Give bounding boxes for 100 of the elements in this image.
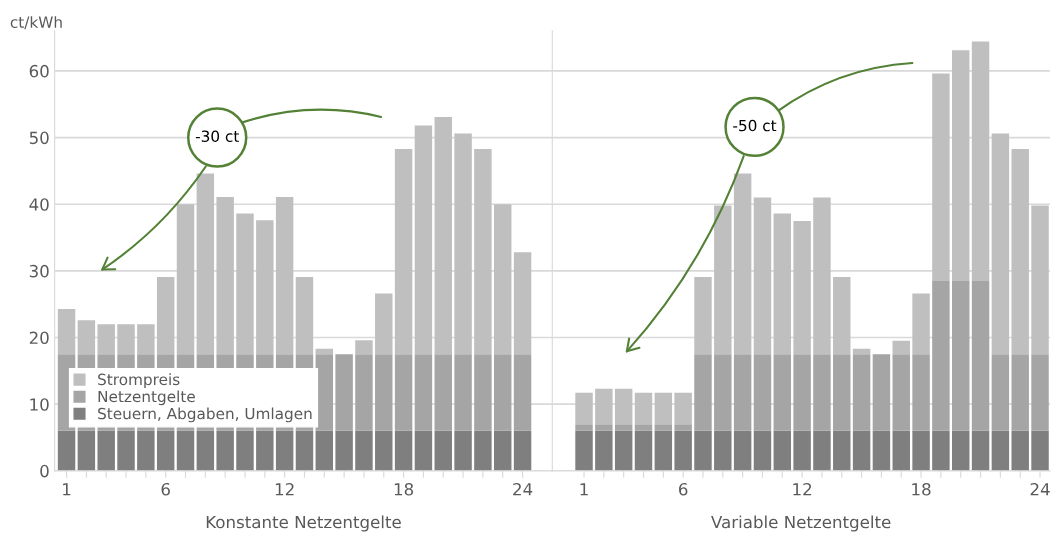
bar <box>295 430 314 471</box>
bar <box>892 430 910 471</box>
bar <box>872 430 891 471</box>
bar <box>156 430 175 471</box>
bar <box>394 148 413 355</box>
bar <box>971 430 990 471</box>
x-tick-label: 12 <box>793 482 812 496</box>
bar <box>991 430 1010 471</box>
bar <box>474 148 492 355</box>
bar <box>137 324 155 355</box>
bar <box>196 430 215 471</box>
bar <box>634 392 653 425</box>
bar <box>335 354 353 431</box>
bar <box>375 354 393 431</box>
bar <box>614 424 633 431</box>
legend-label: Steuern, Abgaben, Umlagen <box>98 407 312 423</box>
x-tick-label: 24 <box>513 482 533 496</box>
bar <box>852 348 871 355</box>
bar <box>753 430 772 471</box>
bar <box>773 354 792 431</box>
bar <box>932 73 950 281</box>
legend-label: Netzentgelte <box>98 390 195 406</box>
bar <box>654 430 673 471</box>
y-tick-label: 40 <box>29 198 49 211</box>
bar <box>117 430 135 471</box>
bar <box>753 197 772 355</box>
bar <box>674 424 692 431</box>
bar <box>454 354 472 431</box>
bar <box>275 430 294 471</box>
bar <box>793 220 811 355</box>
bar <box>494 430 512 471</box>
bar <box>97 430 115 471</box>
bar <box>714 354 732 431</box>
bar <box>414 125 433 355</box>
bar <box>912 293 930 355</box>
bar <box>454 430 472 471</box>
bar <box>275 196 294 355</box>
bar <box>575 430 593 471</box>
x-tick-label: 1 <box>63 483 71 496</box>
bar <box>852 354 871 431</box>
bar <box>315 348 334 355</box>
bar <box>753 354 772 431</box>
bar <box>474 354 492 431</box>
bar <box>833 276 851 355</box>
bar <box>714 430 732 471</box>
bar <box>1011 430 1029 471</box>
bar <box>833 354 851 431</box>
bar <box>137 430 155 471</box>
bar <box>295 276 314 355</box>
bar <box>216 430 234 471</box>
bar <box>474 430 492 471</box>
bar <box>991 354 1010 431</box>
bar <box>654 424 673 431</box>
y-tick-label: 30 <box>29 264 49 278</box>
bar <box>813 430 831 471</box>
bar <box>335 430 353 471</box>
bar <box>793 430 811 471</box>
bar <box>256 220 274 355</box>
bar <box>694 354 712 431</box>
x-axis-title: Variable Netzentgelte <box>711 515 891 532</box>
y-tick-label: 10 <box>30 398 49 411</box>
y-tick-label: 20 <box>29 331 49 345</box>
x-axis-title: Konstante Netzentgelte <box>206 515 401 532</box>
bar <box>952 280 970 431</box>
bar <box>595 424 613 431</box>
bar <box>595 430 613 471</box>
bar <box>414 430 433 471</box>
bar <box>77 430 96 471</box>
bar <box>1031 430 1049 471</box>
y-axis-title: ct/kWh <box>10 16 62 30</box>
annotation: -30 ct <box>195 130 239 142</box>
bar <box>912 430 930 471</box>
bar <box>394 430 413 471</box>
bar <box>575 424 593 431</box>
bar <box>196 173 215 355</box>
x-tick-label: 6 <box>161 482 170 496</box>
bar <box>912 354 930 431</box>
bar <box>454 133 472 355</box>
bar <box>156 276 175 355</box>
bar <box>952 50 970 281</box>
legend-label: Strompreis <box>98 373 180 389</box>
bar <box>634 430 653 471</box>
bar <box>733 173 752 355</box>
bar <box>513 252 532 355</box>
bar <box>793 354 811 431</box>
bar <box>355 430 373 471</box>
bar <box>236 430 254 471</box>
bar <box>1031 205 1049 355</box>
bar <box>513 430 532 471</box>
bar <box>733 354 752 431</box>
bar <box>892 354 910 431</box>
bar <box>932 280 950 431</box>
bar <box>513 354 532 431</box>
x-tick-label: 12 <box>275 482 294 496</box>
bar <box>991 133 1010 355</box>
bar <box>595 388 613 425</box>
bar <box>833 430 851 471</box>
bar <box>971 41 990 281</box>
bar <box>694 430 712 471</box>
y-tick-label: 0 <box>40 464 49 478</box>
